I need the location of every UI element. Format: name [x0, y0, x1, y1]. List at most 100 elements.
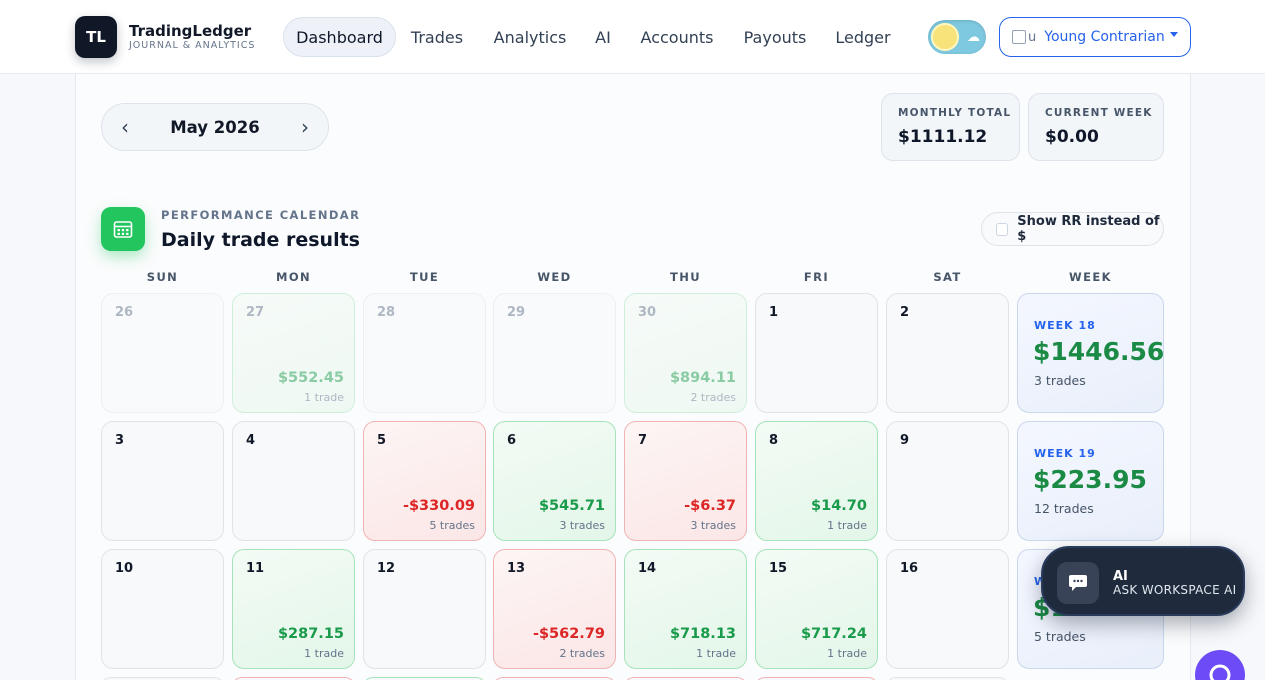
week-label: WEEK 18: [1034, 319, 1096, 332]
day-trade-count: 1 trade: [304, 391, 344, 404]
ask-ai-button[interactable]: AI ASK WORKSPACE AI: [1041, 546, 1245, 616]
month-label: May 2026: [170, 118, 260, 137]
account-name: Young Contrarian: [1044, 29, 1165, 45]
day-trade-count: 1 trade: [304, 647, 344, 660]
day-number: 12: [377, 561, 396, 576]
month-selector: ‹ May 2026 ›: [101, 103, 329, 151]
day-cell[interactable]: 27 $552.45 1 trade: [232, 293, 355, 413]
weekday-week: WEEK: [1069, 270, 1112, 284]
day-cell[interactable]: 13 -$562.79 2 trades: [493, 549, 616, 669]
weekday-fri: FRI: [803, 270, 830, 284]
day-pnl: $717.24: [800, 626, 867, 642]
ai-title: AI: [1113, 569, 1128, 584]
day-trade-count: 2 trades: [690, 391, 736, 404]
top-nav-bar: TL TradingLedger JOURNAL & ANALYTICS Das…: [0, 0, 1265, 74]
weekday-sun: SUN: [146, 270, 179, 284]
day-cell[interactable]: 26: [101, 293, 224, 413]
day-pnl: -$6.37: [684, 498, 736, 514]
day-cell[interactable]: 12: [363, 549, 486, 669]
day-number: 29: [507, 305, 526, 320]
day-number: 9: [900, 433, 910, 448]
sun-icon: [931, 23, 959, 51]
day-number: 4: [246, 433, 256, 448]
theme-toggle[interactable]: ☁: [928, 20, 986, 54]
nav-dashboard[interactable]: Dashboard: [283, 17, 396, 57]
calendar-title: Daily trade results: [161, 229, 360, 251]
current-week-card: CURRENT WEEK $0.00: [1028, 93, 1164, 161]
day-cell[interactable]: 10: [101, 549, 224, 669]
day-number: 8: [769, 433, 779, 448]
day-cell[interactable]: 28: [363, 293, 486, 413]
day-cell[interactable]: 2: [886, 293, 1009, 413]
day-cell[interactable]: 4: [232, 421, 355, 541]
day-cell[interactable]: 14 $718.13 1 trade: [624, 549, 747, 669]
day-trade-count: 5 trades: [429, 519, 475, 532]
chevron-left-icon[interactable]: ‹: [121, 115, 129, 139]
week-label: WEEK 19: [1034, 447, 1096, 460]
day-cell[interactable]: 9: [886, 421, 1009, 541]
day-pnl: $552.45: [277, 370, 344, 386]
week-total: $1446.56: [1033, 337, 1165, 366]
week-summary[interactable]: WEEK 18 $1446.56 3 trades: [1017, 293, 1164, 413]
nav-payouts[interactable]: Payouts: [743, 27, 807, 47]
day-number: 15: [769, 561, 788, 576]
brand-logo[interactable]: TL: [75, 16, 117, 58]
day-trade-count: 1 trade: [696, 647, 736, 660]
day-number: 30: [638, 305, 657, 320]
nav-trades[interactable]: Trades: [410, 27, 464, 47]
account-dropdown[interactable]: u Young Contrarian: [999, 17, 1191, 57]
day-cell[interactable]: 3: [101, 421, 224, 541]
day-pnl: -$562.79: [532, 626, 605, 642]
day-number: 16: [900, 561, 919, 576]
day-number: 2: [900, 305, 910, 320]
day-number: 5: [377, 433, 387, 448]
rr-toggle-label: Show RR instead of $: [1017, 214, 1160, 244]
chat-bubble-icon: [1209, 664, 1231, 680]
show-rr-toggle[interactable]: Show RR instead of $: [981, 212, 1164, 246]
day-number: 10: [115, 561, 134, 576]
day-number: 6: [507, 433, 517, 448]
nav-accounts[interactable]: Accounts: [640, 27, 714, 47]
chevron-right-icon[interactable]: ›: [301, 115, 309, 139]
day-cell[interactable]: 5 -$330.09 5 trades: [363, 421, 486, 541]
week-trades: 5 trades: [1034, 629, 1086, 644]
weekday-tue: TUE: [409, 270, 440, 284]
day-pnl: $545.71: [538, 498, 605, 514]
day-pnl: $894.11: [669, 370, 736, 386]
day-number: 1: [769, 305, 779, 320]
caret-down-icon: [1170, 32, 1178, 37]
day-cell[interactable]: 15 $717.24 1 trade: [755, 549, 878, 669]
nav-ledger[interactable]: Ledger: [835, 27, 891, 47]
nav-ai[interactable]: AI: [595, 27, 611, 47]
day-number: 27: [246, 305, 265, 320]
week-summary[interactable]: WEEK 19 $223.95 12 trades: [1017, 421, 1164, 541]
day-number: 28: [377, 305, 396, 320]
day-number: 7: [638, 433, 648, 448]
rr-checkbox[interactable]: [996, 222, 1009, 236]
day-cell[interactable]: 30 $894.11 2 trades: [624, 293, 747, 413]
day-cell[interactable]: 16: [886, 549, 1009, 669]
day-pnl: -$330.09: [402, 498, 475, 514]
day-number: 14: [638, 561, 657, 576]
day-number: 26: [115, 305, 134, 320]
week-total: $223.95: [1033, 465, 1147, 494]
week-trades: 12 trades: [1034, 501, 1094, 516]
day-cell[interactable]: 6 $545.71 3 trades: [493, 421, 616, 541]
current-week-value: $0.00: [1045, 127, 1099, 147]
day-pnl: $718.13: [669, 626, 736, 642]
calendar-icon: [101, 207, 145, 251]
nav-analytics[interactable]: Analytics: [493, 27, 567, 47]
chat-icon: [1057, 562, 1099, 604]
current-week-label: CURRENT WEEK: [1045, 107, 1153, 119]
day-cell[interactable]: 1: [755, 293, 878, 413]
weekday-thu: THU: [669, 270, 701, 284]
broken-image-icon: [1012, 30, 1026, 44]
day-cell[interactable]: 7 -$6.37 3 trades: [624, 421, 747, 541]
chat-bubble-button[interactable]: [1195, 650, 1245, 680]
day-cell[interactable]: 29: [493, 293, 616, 413]
day-cell[interactable]: 11 $287.15 1 trade: [232, 549, 355, 669]
day-pnl: $14.70: [811, 498, 867, 514]
day-pnl: $287.15: [277, 626, 344, 642]
day-cell[interactable]: 8 $14.70 1 trade: [755, 421, 878, 541]
day-number: 3: [115, 433, 125, 448]
